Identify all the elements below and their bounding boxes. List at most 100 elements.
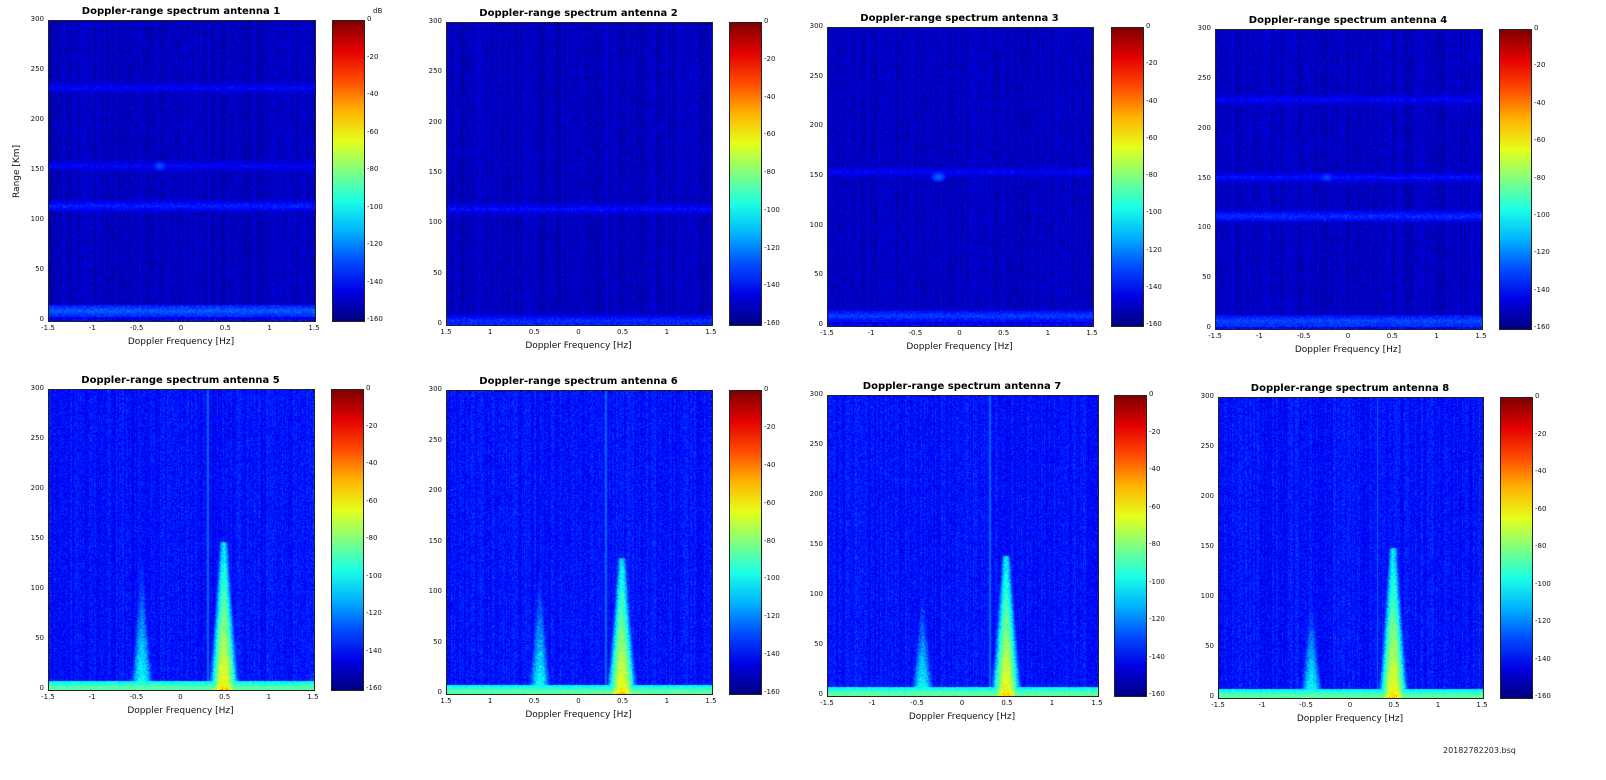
- colorbar-tick-label: -80: [1535, 542, 1547, 550]
- x-tick-label: 0.5: [219, 324, 231, 332]
- y-tick-label: 300: [809, 390, 823, 398]
- y-tick-label: 300: [30, 384, 44, 392]
- y-tick-label: 100: [1197, 223, 1211, 232]
- x-tick-label: 0.5: [219, 693, 231, 701]
- chart-title: Doppler-range spectrum antenna 2: [479, 8, 678, 19]
- y-tick-label: 300: [30, 15, 44, 23]
- y-tick-label: 300: [809, 22, 823, 30]
- colorbar-tick-label: -140: [1149, 652, 1165, 661]
- x-tick-label: 0: [1345, 332, 1351, 340]
- y-tick-label: 300: [1200, 392, 1214, 400]
- x-tick-label: 1.5: [440, 697, 452, 705]
- colorbar-tick-label: -40: [1534, 98, 1546, 107]
- colorbar-tick-label: -160: [764, 688, 780, 696]
- y-tick-label: 100: [809, 590, 823, 598]
- y-tick-label: 250: [809, 71, 823, 80]
- y-tick-label: 0: [818, 320, 823, 328]
- colorbar-tick-label: -120: [1534, 248, 1550, 257]
- chart-title: Doppler-range spectrum antenna 3: [860, 13, 1059, 24]
- colorbar-tick-label: -20: [1149, 427, 1161, 436]
- x-tick-label: -1: [867, 329, 875, 337]
- x-tick-label: 0: [576, 697, 581, 705]
- colorbar-tick-label: -80: [764, 536, 776, 545]
- x-tick-label: -1.5: [1208, 332, 1222, 340]
- x-tick-label: 1.5: [705, 697, 717, 705]
- x-tick-label: -0.5: [129, 693, 144, 701]
- colorbar-tick-label: -100: [366, 571, 382, 580]
- colorbar-unit-label: dB: [373, 7, 383, 15]
- x-tick-label: -1.5: [1211, 701, 1225, 709]
- heatmap-cells: [49, 390, 314, 690]
- heatmap-cells: [1219, 398, 1483, 698]
- colorbar: [1500, 397, 1533, 699]
- x-tick-label: -1.5: [820, 699, 834, 707]
- y-tick-label: 150: [428, 168, 442, 176]
- colorbar-tick-label: -160: [1146, 320, 1162, 328]
- colorbar-tick-label: -140: [764, 650, 780, 659]
- colorbar: [1114, 395, 1147, 697]
- y-tick-label: 0: [818, 690, 823, 698]
- chart-title: Doppler-range spectrum antenna 8: [1250, 383, 1450, 394]
- x-tick-label: 0.5: [998, 329, 1010, 337]
- x-tick-label: 1: [487, 328, 493, 336]
- y-tick-label: 200: [1197, 123, 1211, 132]
- x-tick-label: 0.5: [528, 328, 540, 336]
- colorbar-tick-label: -60: [1534, 136, 1546, 145]
- y-tick-label: 200: [1200, 492, 1214, 500]
- x-tick-label: 1: [266, 693, 272, 701]
- colorbar-tick-label: -100: [1535, 579, 1551, 588]
- colorbar: [331, 389, 364, 691]
- x-tick-label: 1: [1049, 699, 1055, 707]
- heatmap-cells: [447, 23, 712, 325]
- y-tick-label: 100: [30, 215, 44, 223]
- colorbar-tick-label: -100: [367, 202, 383, 211]
- x-tick-label: -0.5: [129, 324, 144, 332]
- colorbar-tick-label: -20: [1535, 429, 1547, 438]
- heatmap-plot-area: [827, 395, 1099, 697]
- colorbar-tick-label: 0: [1535, 392, 1540, 400]
- colorbar: [332, 20, 365, 322]
- x-tick-label: 1: [664, 328, 670, 336]
- x-tick-label: 0: [178, 324, 184, 332]
- colorbar-tick-label: -40: [1535, 467, 1547, 475]
- colorbar-tick-label: -120: [764, 243, 780, 252]
- colorbar-tick-label: -20: [1146, 59, 1158, 68]
- y-tick-label: 100: [428, 218, 442, 227]
- x-axis-label: Doppler Frequency [Hz]: [908, 712, 1016, 722]
- colorbar-tick-label: 0: [367, 15, 372, 23]
- x-tick-label: -1: [868, 699, 876, 707]
- x-tick-label: 1: [487, 697, 493, 705]
- x-axis-label: Doppler Frequency [Hz]: [1294, 345, 1402, 355]
- file-name: 20182782203.bsq: [1443, 746, 1516, 755]
- x-tick-label: 0.5: [1001, 699, 1013, 707]
- colorbar-tick-label: -140: [1146, 282, 1162, 291]
- chart-title: Doppler-range spectrum antenna 4: [1248, 15, 1448, 26]
- y-tick-label: 300: [428, 385, 442, 393]
- colorbar-tick-label: -60: [1146, 133, 1158, 142]
- x-tick-label: -1: [88, 693, 96, 701]
- colorbar-tick-label: -140: [1535, 654, 1551, 663]
- y-tick-label: 250: [1197, 73, 1211, 82]
- heatmap-plot-area: [1218, 397, 1484, 699]
- colorbar-tick-label: 0: [764, 17, 769, 25]
- y-tick-label: 0: [437, 319, 442, 327]
- x-tick-label: 0: [178, 693, 183, 701]
- heatmap-cells: [828, 396, 1098, 696]
- colorbar-tick-label: -80: [764, 168, 776, 176]
- x-axis-label: Doppler Frequency [Hz]: [906, 342, 1013, 352]
- colorbar-tick-label: -160: [1534, 323, 1550, 331]
- y-tick-label: 300: [1197, 24, 1211, 32]
- y-tick-label: 150: [1197, 173, 1211, 182]
- colorbar-tick-label: -140: [1534, 285, 1550, 294]
- colorbar: [729, 22, 762, 326]
- x-tick-label: -1: [1258, 701, 1266, 709]
- y-tick-label: 250: [428, 435, 442, 444]
- x-tick-label: 1.5: [1475, 332, 1487, 340]
- x-tick-label: 1: [1045, 329, 1051, 337]
- y-tick-label: 200: [30, 484, 44, 492]
- y-tick-label: 0: [39, 315, 44, 323]
- y-tick-label: 200: [809, 490, 823, 498]
- x-tick-label: 0: [1347, 701, 1353, 709]
- y-tick-label: 0: [39, 684, 44, 692]
- heatmap-plot-area: [827, 27, 1094, 327]
